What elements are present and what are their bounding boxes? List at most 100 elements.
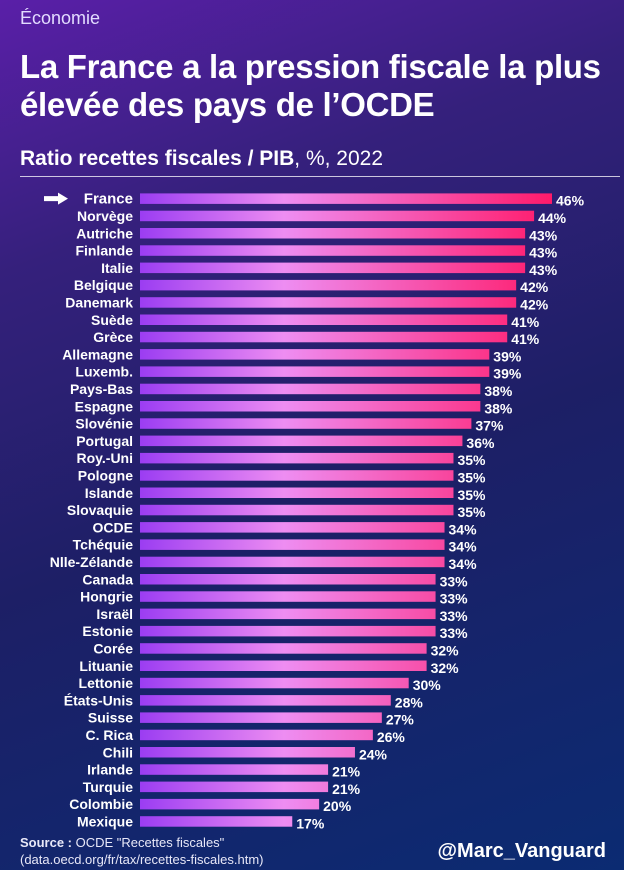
category-label-italie: Italie xyxy=(101,260,133,276)
bar-islande xyxy=(140,487,454,498)
category-label-israel: Israël xyxy=(96,606,133,622)
bar-luxemb xyxy=(140,366,490,377)
value-label-lituanie: 32% xyxy=(431,660,460,676)
category-label-irlande: Irlande xyxy=(87,762,133,778)
category-label-pays-bas: Pays-Bas xyxy=(70,381,133,397)
category-label-allemagne: Allemagne xyxy=(62,346,133,362)
value-label-italie: 43% xyxy=(529,262,558,278)
bar-irlande xyxy=(140,764,329,775)
category-label-tchequie: Tchéquie xyxy=(73,537,134,553)
value-label-slovaquie: 35% xyxy=(457,504,486,520)
category-label-roy-uni: Roy.-Uni xyxy=(76,450,133,466)
category-label-slovaquie: Slovaquie xyxy=(67,502,133,518)
bar-allemagne xyxy=(140,349,490,360)
category-label-colombie: Colombie xyxy=(69,796,133,812)
value-label-luxemb: 39% xyxy=(493,366,522,382)
value-label-finlande: 43% xyxy=(529,245,558,261)
category-label-norvege: Norvège xyxy=(77,208,133,224)
value-label-grece: 41% xyxy=(511,331,540,347)
bar-slovaquie xyxy=(140,504,454,516)
value-label-allemagne: 39% xyxy=(493,348,522,364)
value-label-canada: 33% xyxy=(440,573,469,589)
bar-etats-unis xyxy=(140,695,391,706)
bar-suede xyxy=(140,314,508,325)
category-label: Économie xyxy=(20,8,101,28)
value-label-slovenie: 37% xyxy=(475,418,504,434)
bar-c-rica xyxy=(140,729,373,741)
source-note: Source : OCDE "Recettes fiscales" (data.… xyxy=(20,834,380,868)
value-label-danemark: 42% xyxy=(520,296,549,312)
bar-mexique xyxy=(140,816,293,827)
chart-subtitle: Ratio recettes fiscales / PIB, %, 2022 xyxy=(20,147,383,171)
category-label-portugal: Portugal xyxy=(76,433,133,449)
title-divider xyxy=(20,176,620,177)
category-label-lituanie: Lituanie xyxy=(79,658,133,674)
source-text: OCDE "Recettes fiscales" (data.oecd.org/… xyxy=(20,835,264,867)
category-label-etats-unis: États-Unis xyxy=(64,692,133,708)
bars-group: France 46% Norvège 44% Autriche 43% Finlande 43… xyxy=(44,191,585,831)
value-label-portugal: 36% xyxy=(466,435,495,451)
value-label-colombie: 20% xyxy=(323,798,352,814)
subtitle-rest: , %, 2022 xyxy=(294,147,384,170)
value-label-coree: 32% xyxy=(431,642,460,658)
bar-finlande xyxy=(140,245,526,256)
bar-portugal xyxy=(140,435,463,447)
value-label-ocde: 34% xyxy=(449,521,478,537)
category-label-suisse: Suisse xyxy=(88,710,133,726)
author-handle: @Marc_Vanguard xyxy=(437,840,606,862)
bar-lituanie xyxy=(140,660,427,671)
category-label-espagne: Espagne xyxy=(75,398,134,414)
bar-pays-bas xyxy=(140,383,481,395)
source-label: Source : xyxy=(20,835,73,850)
bar-coree xyxy=(140,643,427,654)
category-label-autriche: Autriche xyxy=(76,225,133,241)
bar-nlle-zelande xyxy=(140,556,445,568)
category-label-grece: Grèce xyxy=(93,329,133,345)
value-label-belgique: 42% xyxy=(520,279,549,295)
bar-colombie xyxy=(140,798,320,810)
value-label-norvege: 44% xyxy=(538,210,567,226)
bar-roy-uni xyxy=(140,452,454,464)
bar-chili xyxy=(140,747,355,758)
category-label-belgique: Belgique xyxy=(74,277,133,293)
category-label-estonie: Estonie xyxy=(82,623,133,639)
highlight-arrow-icon xyxy=(44,192,68,205)
value-label-chili: 24% xyxy=(359,746,388,762)
value-label-islande: 35% xyxy=(457,487,486,503)
category-label-danemark: Danemark xyxy=(65,294,133,310)
bar-pologne xyxy=(140,470,454,481)
value-label-turquie: 21% xyxy=(332,781,361,797)
bar-turquie xyxy=(140,781,329,793)
value-label-roy-uni: 35% xyxy=(457,452,486,468)
bar-grece xyxy=(140,331,508,343)
bar-lettonie xyxy=(140,677,409,689)
value-label-nlle-zelande: 34% xyxy=(449,556,478,572)
value-label-france: 46% xyxy=(556,193,585,209)
category-label-mexique: Mexique xyxy=(77,813,133,829)
bar-ocde xyxy=(140,522,445,533)
category-label-nlle-zelande: Nlle-Zélande xyxy=(50,554,133,570)
category-label-ocde: OCDE xyxy=(93,519,133,535)
value-label-tchequie: 34% xyxy=(449,539,478,555)
value-label-pologne: 35% xyxy=(457,469,486,485)
category-label-coree: Corée xyxy=(93,640,133,656)
value-label-etats-unis: 28% xyxy=(395,694,424,710)
bar-estonie xyxy=(140,625,436,637)
value-label-espagne: 38% xyxy=(484,400,513,416)
category-label-lettonie: Lettonie xyxy=(79,675,134,691)
bar-chart: France 46% Norvège 44% Autriche 43% Finlande 43… xyxy=(44,191,585,831)
bar-danemark xyxy=(140,297,517,308)
bar-tchequie xyxy=(140,539,445,550)
category-label-slovenie: Slovénie xyxy=(75,416,133,432)
value-label-israel: 33% xyxy=(440,608,469,624)
value-label-lettonie: 30% xyxy=(413,677,442,693)
bar-france xyxy=(140,193,552,204)
subtitle-bold: Ratio recettes fiscales / PIB xyxy=(20,147,295,170)
bar-espagne xyxy=(140,401,481,412)
bar-autriche xyxy=(140,228,526,239)
value-label-pays-bas: 38% xyxy=(484,383,513,399)
bar-slovenie xyxy=(140,418,472,429)
bar-suisse xyxy=(140,712,382,723)
category-label-luxemb: Luxemb. xyxy=(75,364,133,380)
bar-belgique xyxy=(140,279,517,291)
